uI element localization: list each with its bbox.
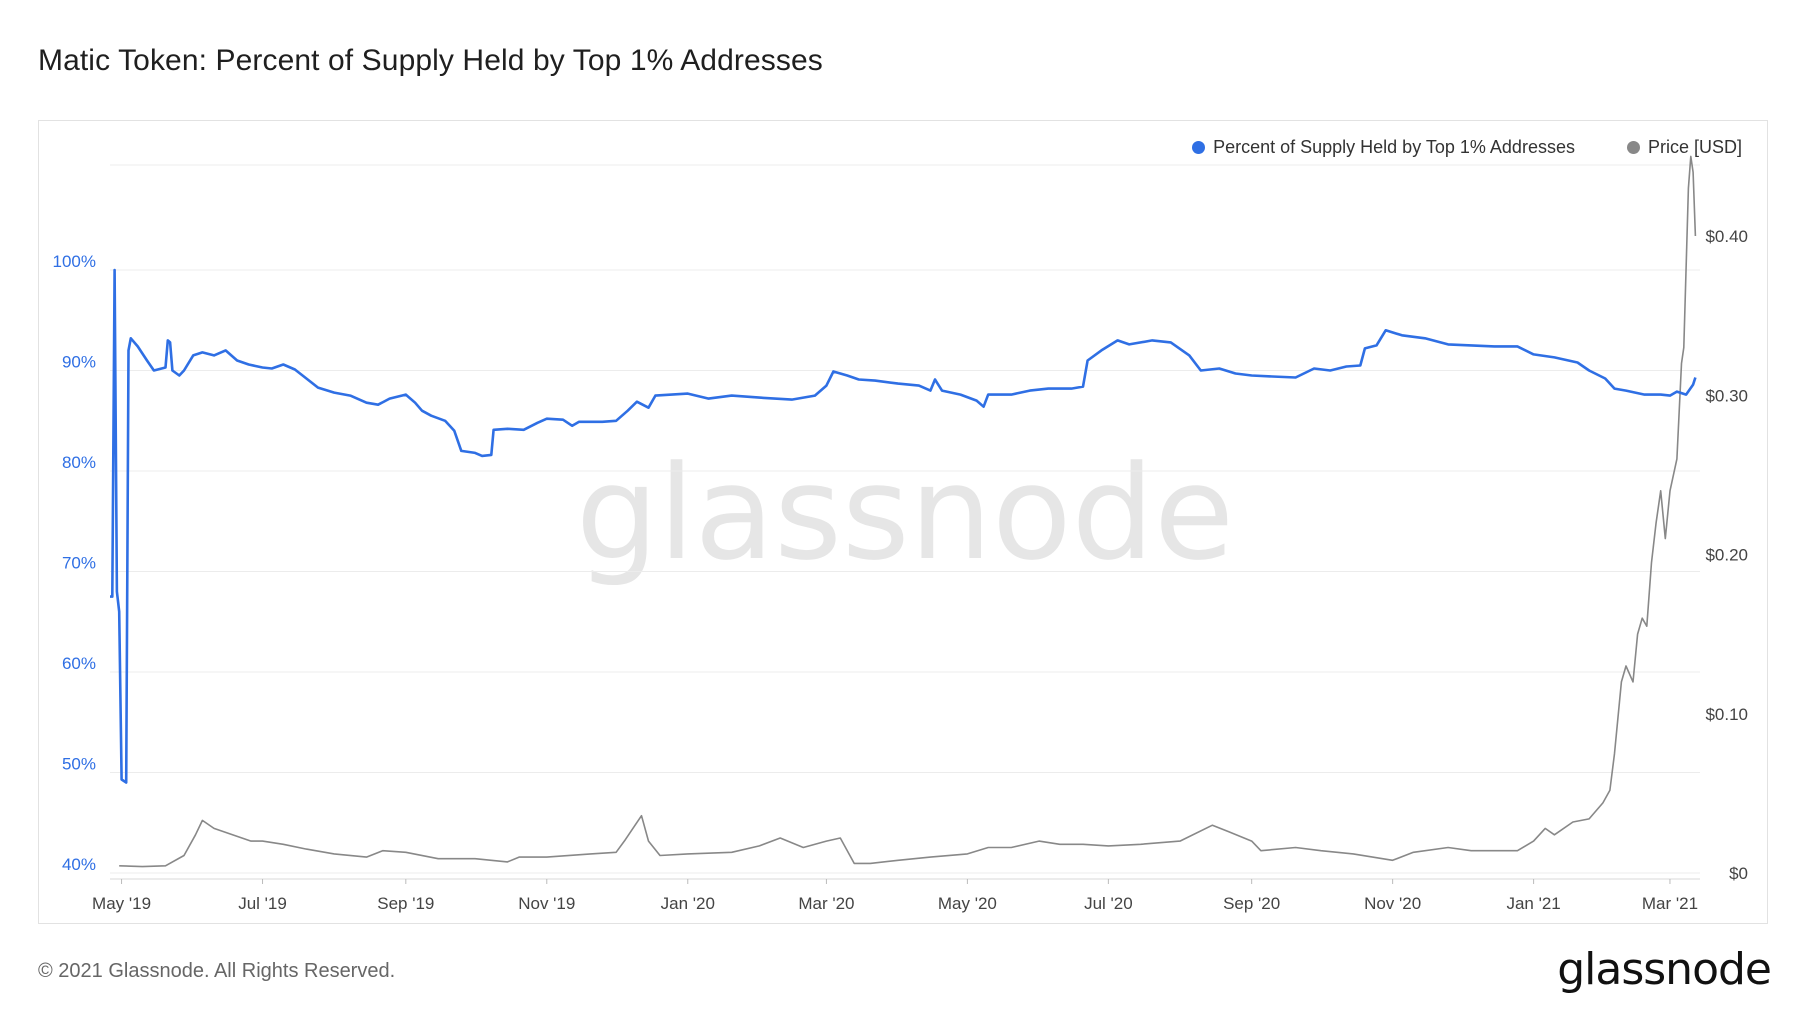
x-tick-label: Sep '19 <box>377 894 434 913</box>
y-right-tick-label: $0 <box>1729 864 1748 883</box>
y-left-tick-label: 70% <box>62 554 96 573</box>
x-tick-label: Jul '19 <box>238 894 287 913</box>
legend-dot-percent <box>1192 141 1206 154</box>
x-tick-label: Jan '21 <box>1506 894 1560 913</box>
y-left-tick-label: 50% <box>62 755 96 774</box>
watermark: glassnode <box>576 437 1234 589</box>
x-tick-label: Mar '20 <box>798 894 854 913</box>
y-left-tick-label: 80% <box>62 453 96 472</box>
series-line-percent <box>110 268 1697 784</box>
grid-layer <box>110 164 1700 874</box>
series-layer <box>110 155 1697 868</box>
x-tick-label: Jul '20 <box>1084 894 1133 913</box>
footer-logo: glassnode <box>1557 944 1772 995</box>
y-right-tick-label: $0.40 <box>1705 227 1748 246</box>
y-left-tick-label: 60% <box>62 654 96 673</box>
x-tick-label: Nov '20 <box>1364 894 1421 913</box>
y-left-tick-label: 90% <box>62 353 96 372</box>
y-left-tick-label: 100% <box>53 252 96 271</box>
y-right-tick-label: $0.20 <box>1705 546 1748 565</box>
legend: Percent of Supply Held by Top 1% Address… <box>1192 137 1742 158</box>
x-tick-label: Sep '20 <box>1223 894 1280 913</box>
x-tick-label: May '19 <box>92 894 151 913</box>
chart-frame <box>38 120 1768 924</box>
legend-label-percent: Percent of Supply Held by Top 1% Address… <box>1213 137 1575 157</box>
legend-dot-price <box>1626 141 1640 154</box>
legend-item-price[interactable]: Price [USD] <box>1626 137 1742 158</box>
y-right-tick-label: $0.10 <box>1705 705 1748 724</box>
x-tick-label: Nov '19 <box>518 894 575 913</box>
x-tick-label: Jan '20 <box>661 894 715 913</box>
legend-label-price: Price [USD] <box>1647 137 1742 157</box>
page-title: Matic Token: Percent of Supply Held by T… <box>38 44 823 77</box>
x-tick-label: Mar '21 <box>1642 894 1698 913</box>
y-left-tick-label: 40% <box>62 855 96 874</box>
axis-layer: 40% 50% 60% 70% 80% 90% 100% $0 $0.10 $0.20 $0.30 $… <box>53 227 1748 913</box>
legend-item-percent[interactable]: Percent of Supply Held by Top 1% Address… <box>1192 137 1575 158</box>
series-line-price <box>119 155 1697 868</box>
y-right-tick-label: $0.30 <box>1705 386 1748 405</box>
x-tick-label: May '20 <box>938 894 997 913</box>
footer-copyright: © 2021 Glassnode. All Rights Reserved. <box>38 960 396 982</box>
